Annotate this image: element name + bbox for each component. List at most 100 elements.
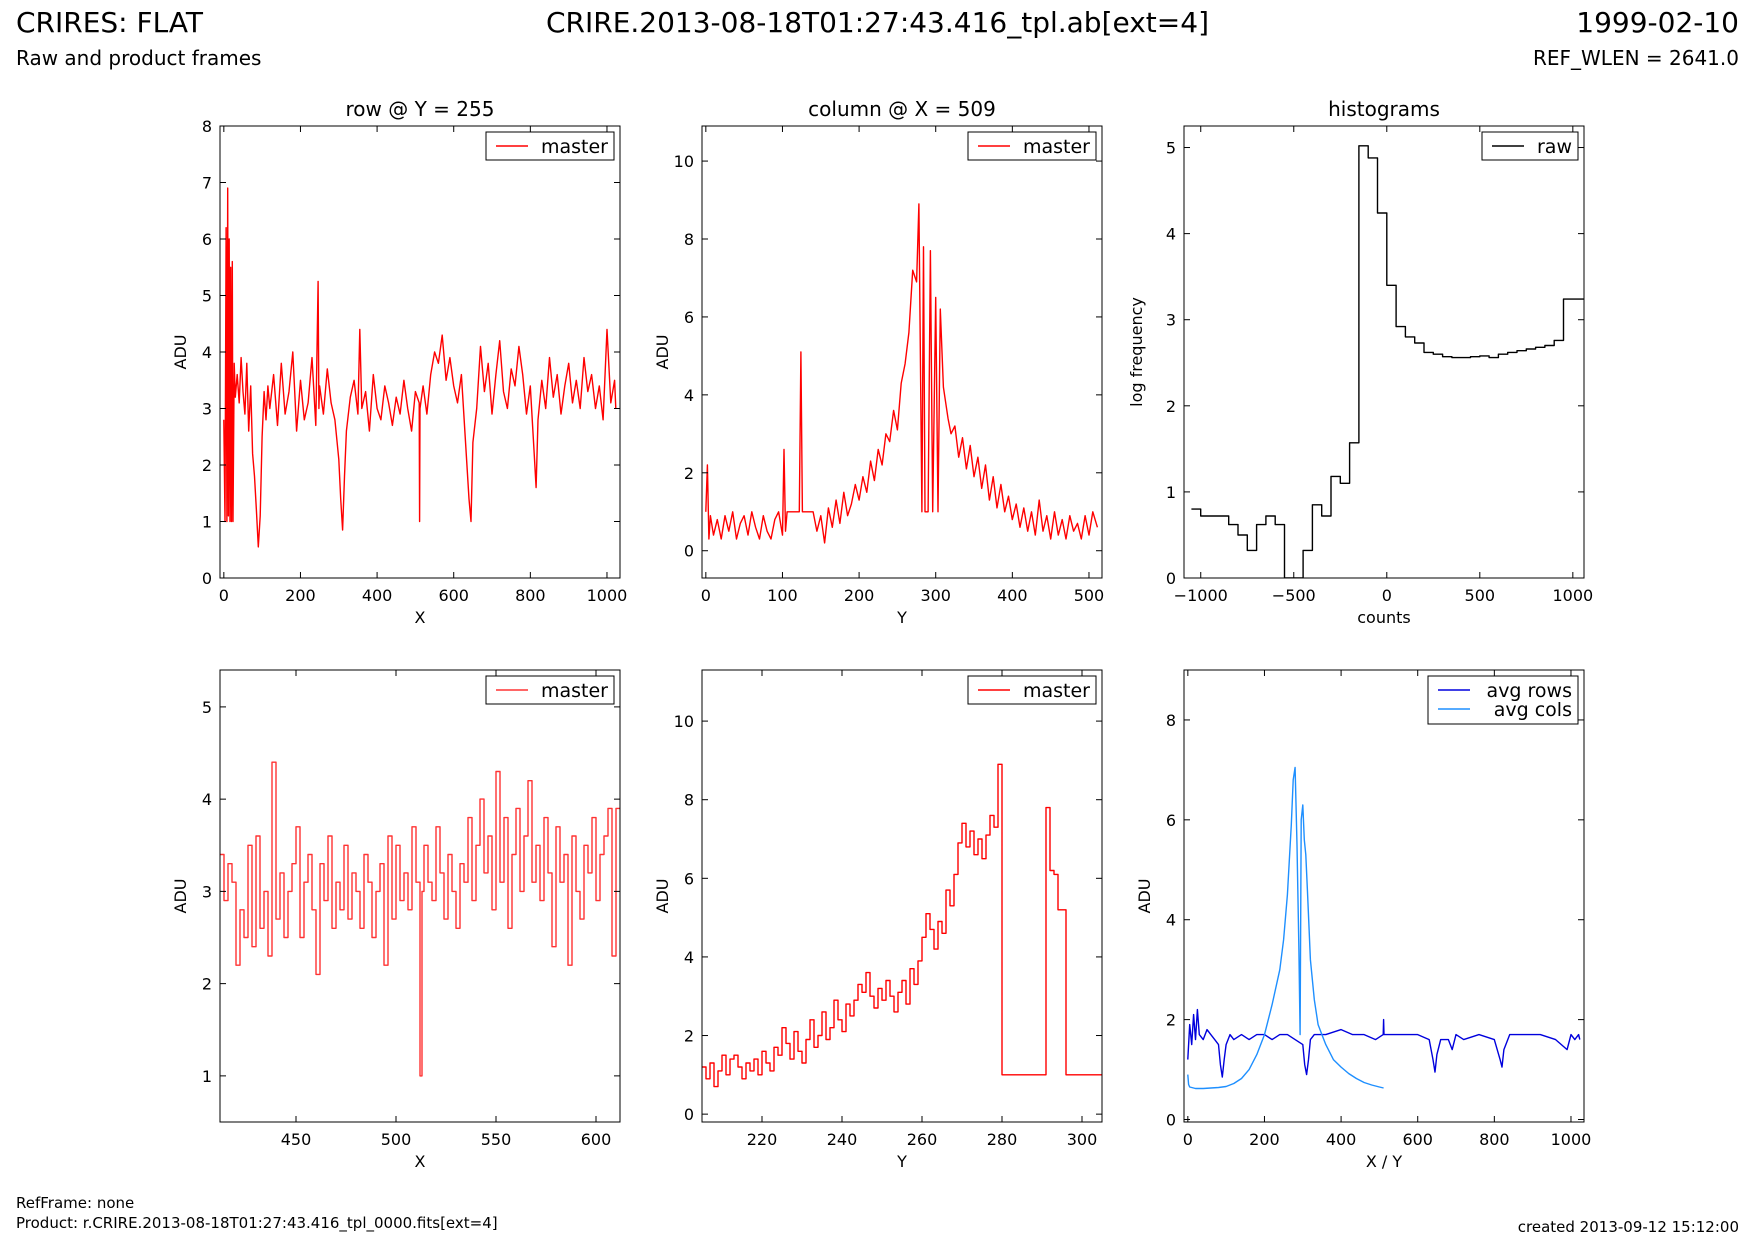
y-tick-label: 3 bbox=[202, 882, 212, 901]
report-subtitle: Raw and product frames bbox=[16, 46, 262, 70]
y-tick-label: 5 bbox=[202, 698, 212, 717]
x-axis-label: Y bbox=[896, 1152, 907, 1171]
legend-label: avg cols bbox=[1494, 699, 1572, 721]
y-tick-label: 2 bbox=[684, 1027, 694, 1046]
series-line-averages-1 bbox=[1187, 766, 1384, 1090]
y-tick-label: 1 bbox=[1166, 483, 1176, 502]
x-tick-label: 0 bbox=[1183, 1130, 1193, 1149]
y-tick-label: 4 bbox=[684, 386, 694, 405]
x-tick-label: 200 bbox=[285, 586, 316, 605]
date-label: 1999-02-10 bbox=[1576, 6, 1739, 39]
legend-label: master bbox=[1023, 680, 1090, 702]
report-title: CRIRES: FLAT bbox=[16, 6, 203, 39]
plot-frame bbox=[1183, 125, 1585, 579]
x-tick-label: 1000 bbox=[1552, 586, 1593, 605]
x-tick-label: 260 bbox=[907, 1130, 938, 1149]
y-tick-label: 10 bbox=[674, 152, 694, 171]
y-axis-label: ADU bbox=[653, 879, 672, 914]
ref-wlen-label: REF_WLEN = 2641.0 bbox=[1532, 46, 1739, 70]
series-line-column_zoom-0 bbox=[702, 763, 1102, 1088]
plot-frame bbox=[701, 125, 1103, 579]
y-tick-label: 1 bbox=[202, 513, 212, 532]
y-tick-label: 4 bbox=[1166, 911, 1176, 930]
y-tick-label: 8 bbox=[684, 230, 694, 249]
x-tick-label: 280 bbox=[987, 1130, 1018, 1149]
x-tick-label: 0 bbox=[1382, 586, 1392, 605]
plot-frame bbox=[701, 669, 1103, 1123]
x-tick-label: 500 bbox=[1074, 586, 1105, 605]
chart-row_zoom: 450 500 550 600 1 2 3 4 5 X ADU master bbox=[171, 669, 621, 1171]
x-tick-label: 600 bbox=[581, 1130, 612, 1149]
y-tick-label: 4 bbox=[202, 343, 212, 362]
x-tick-label: 400 bbox=[1326, 1130, 1357, 1149]
y-axis-label: ADU bbox=[653, 335, 672, 370]
y-tick-label: 2 bbox=[202, 456, 212, 475]
x-tick-label: 240 bbox=[827, 1130, 858, 1149]
x-tick-label: 0 bbox=[219, 586, 229, 605]
chart-column: 0 100 200 300 400 500 0 2 4 6 8 10 column @ X = 509 Y… bbox=[653, 97, 1104, 627]
x-axis-label: X bbox=[415, 608, 426, 627]
plot-title: histograms bbox=[1328, 97, 1440, 121]
x-tick-label: 300 bbox=[1067, 1130, 1098, 1149]
y-axis-label: ADU bbox=[171, 335, 190, 370]
legend-label: master bbox=[541, 136, 608, 158]
y-tick-label: 8 bbox=[1166, 711, 1176, 730]
y-tick-label: 0 bbox=[684, 1105, 694, 1124]
legend-label: master bbox=[541, 680, 608, 702]
y-tick-label: 5 bbox=[202, 287, 212, 306]
y-tick-label: 0 bbox=[684, 542, 694, 561]
y-tick-label: 0 bbox=[202, 569, 212, 588]
y-tick-label: 2 bbox=[1166, 1011, 1176, 1030]
x-axis-label: X bbox=[415, 1152, 426, 1171]
series-line-row-0 bbox=[223, 187, 617, 548]
created-label: created 2013-09-12 15:12:00 bbox=[1517, 1218, 1739, 1236]
y-tick-label: 3 bbox=[1166, 311, 1176, 330]
x-tick-label: 200 bbox=[1249, 1130, 1280, 1149]
x-axis-label: Y bbox=[896, 608, 907, 627]
y-tick-label: 8 bbox=[202, 117, 212, 136]
series-line-averages-0 bbox=[1187, 1008, 1581, 1078]
x-tick-label: 400 bbox=[997, 586, 1028, 605]
x-tick-label: 0 bbox=[701, 586, 711, 605]
y-axis-label: ADU bbox=[171, 879, 190, 914]
legend-label: raw bbox=[1537, 136, 1572, 158]
x-tick-label: 600 bbox=[438, 586, 469, 605]
legend-label: avg rows bbox=[1487, 680, 1572, 702]
plot-title: row @ Y = 255 bbox=[346, 97, 495, 121]
y-axis-label: log frequency bbox=[1127, 297, 1146, 407]
x-tick-label: 450 bbox=[281, 1130, 312, 1149]
y-tick-label: 4 bbox=[1166, 225, 1176, 244]
x-axis-label: counts bbox=[1357, 608, 1410, 627]
ref-frame-label: RefFrame: none bbox=[16, 1194, 135, 1212]
y-tick-label: 6 bbox=[1166, 811, 1176, 830]
chart-column_zoom: 220 240 260 280 300 0 2 4 6 8 10 Y ADU master bbox=[653, 669, 1103, 1171]
chart-row: 0 200 400 600 800 1000 0 1 2 3 4 5 6 7 8 row @ Y = 255 X… bbox=[171, 97, 627, 627]
y-axis-label: ADU bbox=[1135, 879, 1154, 914]
x-tick-label: 500 bbox=[381, 1130, 412, 1149]
y-tick-label: 7 bbox=[202, 174, 212, 193]
y-tick-label: 6 bbox=[684, 869, 694, 888]
x-tick-label: 800 bbox=[515, 586, 546, 605]
x-tick-label: 220 bbox=[747, 1130, 778, 1149]
x-tick-label: 600 bbox=[1402, 1130, 1433, 1149]
y-tick-label: 4 bbox=[684, 948, 694, 967]
plot-title: column @ X = 509 bbox=[808, 97, 996, 121]
y-tick-label: 0 bbox=[1166, 569, 1176, 588]
y-tick-label: 2 bbox=[202, 975, 212, 994]
y-tick-label: 2 bbox=[1166, 397, 1176, 416]
x-tick-label: 100 bbox=[767, 586, 798, 605]
series-line-histograms-0 bbox=[1191, 145, 1584, 578]
x-tick-label: 550 bbox=[481, 1130, 512, 1149]
y-tick-label: 1 bbox=[202, 1067, 212, 1086]
y-tick-label: 5 bbox=[1166, 139, 1176, 158]
x-tick-label: −500 bbox=[1272, 586, 1316, 605]
x-tick-label: 300 bbox=[920, 586, 951, 605]
series-line-column-0 bbox=[705, 203, 1099, 544]
product-label: Product: r.CRIRE.2013-08-18T01:27:43.416… bbox=[16, 1214, 498, 1232]
x-axis-label: X / Y bbox=[1366, 1152, 1403, 1171]
file-title: CRIRE.2013-08-18T01:27:43.416_tpl.ab[ext… bbox=[545, 6, 1209, 39]
chart-averages: 0 200 400 600 800 1000 0 2 4 6 8 X / Y ADU avg rowsav… bbox=[1135, 669, 1591, 1171]
y-tick-label: 6 bbox=[202, 230, 212, 249]
chart-histograms: −1000 −500 0 500 1000 0 1 2 3 4 5 histograms counts l… bbox=[1127, 97, 1593, 627]
